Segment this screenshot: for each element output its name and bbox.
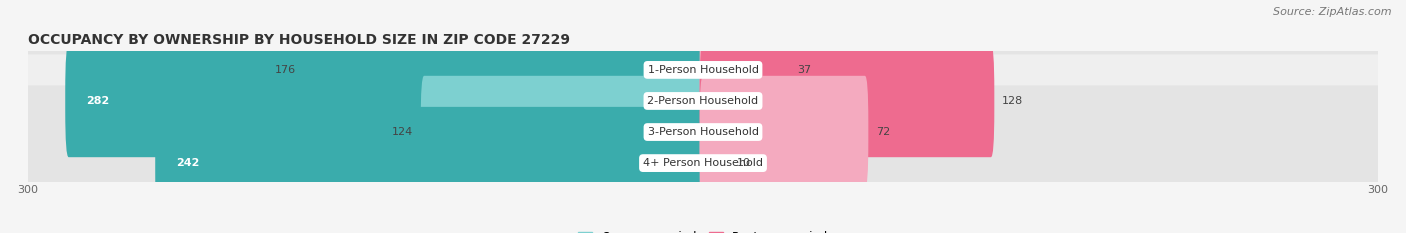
FancyBboxPatch shape <box>24 23 1382 179</box>
FancyBboxPatch shape <box>24 86 1382 233</box>
Text: 72: 72 <box>876 127 890 137</box>
FancyBboxPatch shape <box>304 14 706 126</box>
Legend: Owner-occupied, Renter-occupied: Owner-occupied, Renter-occupied <box>578 231 828 233</box>
Text: OCCUPANCY BY OWNERSHIP BY HOUSEHOLD SIZE IN ZIP CODE 27229: OCCUPANCY BY OWNERSHIP BY HOUSEHOLD SIZE… <box>28 33 569 47</box>
Text: 10: 10 <box>737 158 751 168</box>
Text: 4+ Person Household: 4+ Person Household <box>643 158 763 168</box>
Text: 124: 124 <box>391 127 413 137</box>
FancyBboxPatch shape <box>65 45 706 157</box>
Text: Source: ZipAtlas.com: Source: ZipAtlas.com <box>1274 7 1392 17</box>
Text: 242: 242 <box>177 158 200 168</box>
FancyBboxPatch shape <box>700 45 994 157</box>
Text: 3-Person Household: 3-Person Household <box>648 127 758 137</box>
FancyBboxPatch shape <box>700 107 728 219</box>
Text: 282: 282 <box>87 96 110 106</box>
Text: 1-Person Household: 1-Person Household <box>648 65 758 75</box>
FancyBboxPatch shape <box>24 54 1382 210</box>
FancyBboxPatch shape <box>420 76 706 188</box>
FancyBboxPatch shape <box>700 76 869 188</box>
Text: 128: 128 <box>1002 96 1024 106</box>
Text: 176: 176 <box>274 65 295 75</box>
FancyBboxPatch shape <box>24 0 1382 147</box>
FancyBboxPatch shape <box>155 107 706 219</box>
Text: 37: 37 <box>797 65 811 75</box>
Text: 2-Person Household: 2-Person Household <box>647 96 759 106</box>
FancyBboxPatch shape <box>700 14 790 126</box>
